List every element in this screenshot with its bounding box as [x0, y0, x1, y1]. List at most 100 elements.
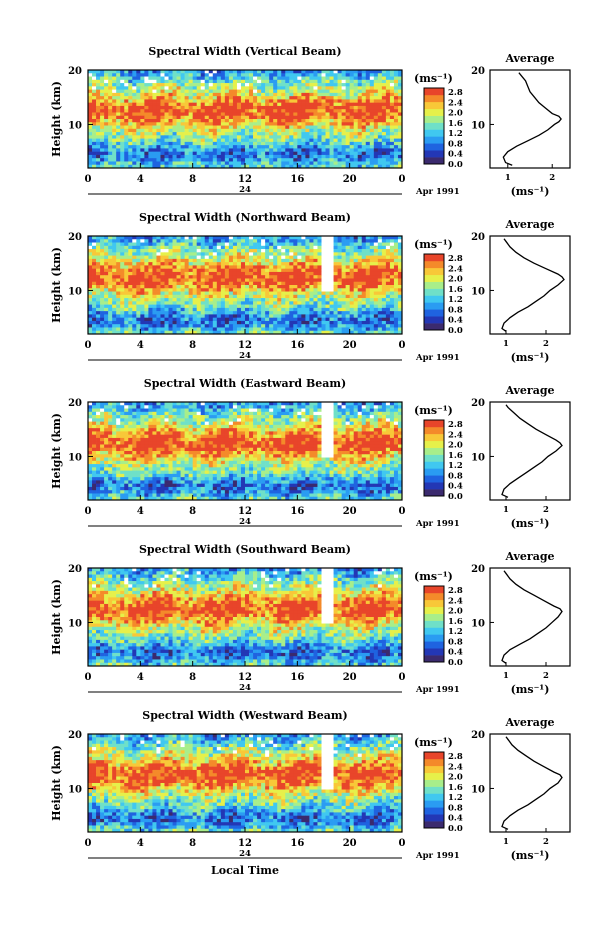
heatmap-cell — [325, 73, 330, 77]
heatmap-cell — [116, 268, 121, 273]
heatmap-cell — [313, 307, 318, 312]
heatmap-cell — [385, 239, 391, 243]
heatmap-cell — [156, 105, 161, 110]
heatmap-cell — [381, 291, 387, 296]
heatmap-cell — [112, 301, 117, 305]
heatmap-cell — [309, 268, 314, 273]
heatmap-cell — [269, 288, 274, 292]
heatmap-cell — [249, 307, 254, 312]
heatmap-cell — [160, 408, 165, 413]
heatmap-cell — [232, 298, 238, 302]
heatmap-cell — [188, 109, 193, 113]
heatmap-cell — [232, 73, 238, 77]
heatmap-cell — [257, 405, 262, 409]
heatmap-cell — [212, 70, 218, 74]
heatmap-cell — [293, 122, 298, 126]
heatmap-cell — [393, 135, 399, 139]
heatmap-cell — [224, 70, 230, 74]
heatmap-cell — [204, 304, 210, 309]
heatmap-cell — [277, 245, 282, 250]
heatmap-cell — [192, 255, 197, 260]
heatmap-cell — [321, 125, 326, 130]
heatmap-cell — [309, 271, 314, 276]
heatmap-cell — [337, 164, 342, 169]
heatmap-cell — [245, 285, 250, 289]
heatmap-cell — [329, 164, 334, 169]
heatmap-cell — [136, 320, 141, 325]
heatmap-cell — [269, 105, 274, 110]
heatmap-cell — [377, 89, 383, 94]
heatmap-cell — [168, 73, 173, 77]
heatmap-cell — [245, 236, 250, 240]
heatmap-cell — [136, 301, 141, 305]
heatmap-cell — [361, 79, 367, 84]
heatmap-cell — [313, 89, 318, 94]
heatmap-cell — [164, 236, 169, 240]
heatmap-cell — [353, 307, 359, 312]
average-title: Average — [504, 52, 554, 65]
heatmap-cell — [216, 76, 222, 81]
heatmap-cell — [124, 79, 129, 84]
heatmap-cell — [192, 288, 197, 292]
heatmap-cell — [112, 405, 117, 409]
heatmap-cell — [148, 324, 153, 328]
heatmap-cell — [228, 92, 234, 97]
heatmap-cell — [265, 262, 270, 266]
heatmap-cell — [389, 311, 395, 315]
heatmap-cell — [353, 132, 359, 136]
heatmap-cell — [273, 330, 278, 335]
heatmap-cell — [120, 307, 125, 312]
heatmap-cell — [104, 405, 109, 409]
heatmap-cell — [309, 405, 314, 409]
heatmap-cell — [249, 161, 254, 166]
heatmap-cell — [100, 307, 105, 312]
heatmap-cell — [164, 298, 169, 302]
heatmap-cell — [140, 304, 145, 309]
heatmap-cell — [397, 138, 403, 143]
heatmap-cell — [325, 161, 330, 166]
heatmap-cell — [140, 154, 145, 159]
heatmap-cell — [393, 73, 399, 77]
heatmap-cell — [245, 258, 250, 263]
heatmap-cell — [100, 265, 105, 269]
heatmap-cell — [261, 89, 266, 94]
heatmap-cell — [349, 145, 354, 149]
heatmap-cell — [353, 278, 359, 283]
heatmap-cell — [112, 252, 117, 256]
heatmap-cell — [341, 112, 346, 117]
heatmap-cell — [176, 109, 181, 113]
heatmap-cell — [116, 99, 121, 103]
heatmap-cell — [212, 86, 218, 90]
heatmap-cell — [397, 294, 403, 299]
heatmap-cell — [168, 330, 173, 335]
heatmap-cell — [152, 141, 157, 146]
heatmap-cell — [104, 291, 109, 296]
heatmap-cell — [200, 164, 206, 169]
heatmap-cell — [381, 311, 387, 315]
heatmap-cell — [172, 324, 177, 328]
heatmap-cell — [224, 255, 230, 260]
heatmap-cell — [265, 109, 270, 113]
heatmap-cell — [285, 138, 290, 143]
heatmap-cell — [152, 408, 157, 413]
heatmap-cell — [88, 298, 93, 302]
heatmap-cell — [361, 311, 367, 315]
heatmap-cell — [116, 92, 121, 97]
heatmap-cell — [261, 138, 266, 143]
heatmap-cell — [176, 128, 181, 133]
heatmap-cell — [92, 112, 97, 117]
heatmap-cell — [317, 294, 322, 299]
heatmap-cell — [309, 73, 314, 77]
heatmap-cell — [381, 330, 387, 335]
heatmap-cell — [345, 135, 350, 139]
heatmap-cell — [164, 281, 169, 286]
heatmap-cell — [240, 402, 246, 406]
heatmap-cell — [257, 83, 262, 87]
heatmap-cell — [236, 128, 242, 133]
heatmap-cell — [369, 288, 375, 292]
heatmap-cell — [116, 242, 121, 247]
heatmap-cell — [317, 262, 322, 266]
heatmap-cell — [377, 96, 383, 100]
heatmap-cell — [232, 330, 238, 335]
heatmap-cell — [164, 249, 169, 253]
